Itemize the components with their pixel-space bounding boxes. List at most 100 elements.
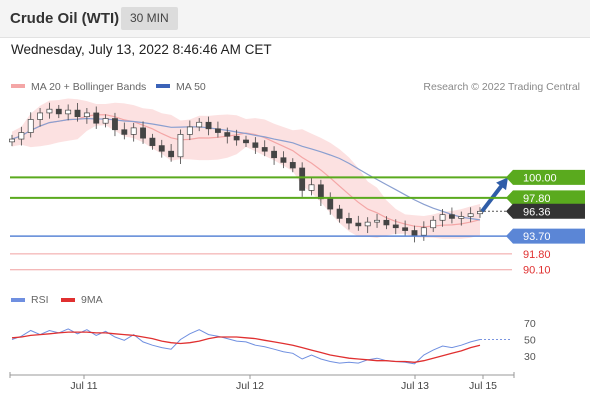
candle-body-up: [37, 112, 44, 120]
candle-body-down: [271, 150, 278, 159]
candle: [149, 133, 156, 150]
candle: [299, 162, 306, 197]
bollinger-band: [12, 98, 480, 239]
rsi-tick-70: 70: [524, 318, 536, 330]
candle-body-up: [374, 219, 380, 223]
candle: [252, 137, 259, 154]
candle-body-down: [346, 218, 352, 224]
ma9-legend-swatch: [61, 298, 75, 302]
candle-body-down: [327, 198, 334, 210]
candle: [392, 219, 399, 235]
candle: [402, 220, 409, 236]
candle-body-up: [430, 219, 437, 229]
level-tag-96-36: [506, 203, 585, 219]
interval-badge[interactable]: 30 MIN: [121, 7, 178, 30]
instrument-title: Crude Oil (WTI): [10, 10, 120, 27]
candle: [261, 140, 268, 157]
candle-body-down: [112, 118, 118, 131]
level-label-96-36: 96.36: [523, 206, 551, 218]
level-tag-100-00: [506, 169, 585, 185]
candle: [308, 177, 315, 196]
candle-body-down: [243, 139, 249, 144]
candle-body-down: [168, 150, 175, 158]
ma20-legend-swatch: [11, 84, 25, 88]
candle-body-down: [158, 145, 165, 152]
ma50-legend-label: MA 50: [176, 81, 206, 93]
rsi-chart: 70 50 30: [11, 318, 536, 365]
level-label-100-00: 100.00: [523, 172, 557, 184]
rsi-tick-50: 50: [524, 334, 536, 346]
candle: [214, 121, 221, 138]
candle-body-down: [411, 230, 418, 236]
ma20-legend-label: MA 20 + Bollinger Bands: [31, 81, 146, 93]
level-label-90-10: 90.10: [523, 265, 551, 277]
candle: [383, 216, 390, 230]
candle-body-up: [27, 119, 34, 133]
candle: [439, 208, 446, 227]
candle: [9, 134, 15, 147]
candle-body-up: [308, 184, 315, 191]
header-bar: Crude Oil (WTI) 30 MIN: [0, 0, 590, 38]
candle-body-up: [46, 108, 53, 114]
candle: [224, 127, 231, 144]
candle: [280, 151, 287, 169]
rsi-ma-line: [11, 331, 481, 363]
candle-body-down: [317, 184, 324, 200]
candle-body-up: [65, 109, 72, 115]
candle-body-down: [121, 129, 128, 135]
candle: [55, 105, 62, 119]
candle: [336, 204, 343, 223]
candle: [130, 122, 137, 142]
x-tick-label: Jul 12: [236, 380, 264, 392]
rsi-tick-30: 30: [524, 351, 536, 363]
projection-arrowhead: [496, 177, 508, 191]
candle: [46, 102, 53, 119]
candle-body-up: [9, 138, 15, 143]
candle: [458, 211, 465, 226]
candle-body-up: [458, 216, 465, 219]
candle: [467, 207, 474, 223]
candle: [186, 120, 193, 141]
candle: [448, 207, 455, 224]
candle-body-down: [402, 227, 409, 231]
candle: [420, 221, 427, 241]
credit-text: Research © 2022 Trading Central: [423, 81, 580, 93]
candle: [346, 212, 352, 230]
candle-body-up: [420, 227, 427, 236]
level-label-91-80: 91.80: [523, 249, 551, 261]
candle: [112, 112, 118, 137]
ma50-line: [11, 117, 481, 221]
candle-body-down: [392, 224, 399, 229]
rsi-legend-label: RSI: [31, 294, 49, 306]
candle: [355, 215, 362, 231]
candle: [411, 225, 418, 243]
level-tag-97-80: [506, 190, 585, 206]
rsi-line: [11, 328, 481, 365]
candle-body-down: [261, 147, 268, 152]
candle: [205, 116, 212, 136]
candle: [37, 107, 44, 127]
candle-body-down: [205, 121, 212, 130]
level-tag-93-70: [506, 228, 585, 244]
candle: [27, 112, 34, 138]
candle: [374, 213, 380, 228]
candle-body-up: [102, 118, 109, 124]
candle: [121, 122, 128, 140]
candle-body-down: [355, 222, 362, 227]
level-label-97-80: 97.80: [523, 193, 551, 205]
level-label-93-70: 93.70: [523, 231, 551, 243]
candle: [196, 118, 203, 132]
price-chart: [9, 98, 508, 243]
candle: [83, 107, 90, 124]
candle-body-down: [383, 219, 390, 226]
candle-body-up: [467, 213, 474, 217]
candle: [243, 135, 249, 147]
candle: [102, 114, 109, 128]
candle: [271, 146, 278, 165]
x-tick-label: Jul 13: [401, 380, 429, 392]
candle-body-down: [224, 132, 231, 137]
candle-body-up: [439, 214, 446, 221]
candle-body-down: [214, 128, 221, 133]
